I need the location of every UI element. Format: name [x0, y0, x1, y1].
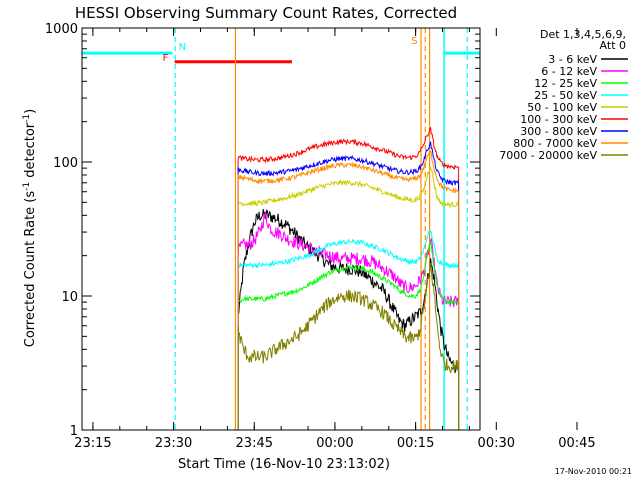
legend-label-5: 100 - 300 keV [520, 113, 597, 126]
y-tick-label-0: 1 [70, 424, 78, 439]
x-tick-label-2: 23:45 [236, 436, 273, 451]
y-tick-label-1: 10 [61, 290, 78, 305]
axis-layer: 23:15 23:30 23:45 00:00 00:15 00:30 00:45 1 10 10… [45, 22, 596, 451]
legend-label-1: 6 - 12 keV [541, 65, 597, 78]
series-line-6 [237, 141, 460, 430]
series-line-3 [237, 230, 460, 430]
y-axis-label-end: ) [23, 109, 38, 114]
legend-label-3: 25 - 50 keV [534, 89, 597, 102]
annotation-s: S [411, 36, 417, 47]
y-axis-label-sup2: -1 [22, 114, 32, 123]
x-tick-label-6: 00:45 [558, 436, 595, 451]
y-tick-label-3: 1000 [45, 22, 78, 37]
series-layer [237, 126, 460, 430]
legend-label-2: 12 - 25 keV [534, 77, 597, 90]
x-axis-label: Start Time (16-Nov-10 23:13:02) [178, 457, 390, 472]
y-tick-label-2: 100 [53, 156, 78, 171]
overlay-layer: NF S [82, 28, 480, 430]
legend-label-4: 50 - 100 keV [527, 101, 597, 114]
annotation-f: F [163, 53, 169, 64]
x-tick-label-4: 00:15 [397, 436, 434, 451]
series-line-2 [237, 241, 460, 430]
chart-title: HESSI Observing Summary Count Rates, Cor… [75, 4, 457, 22]
y-axis-label-main: Corrected Count Rate (s [23, 191, 38, 348]
legend-label-8: 7000 - 20000 keV [499, 149, 597, 162]
series-line-8 [237, 262, 460, 430]
annotation-n: N [179, 42, 186, 53]
y-axis-label-mid: detector [23, 122, 38, 182]
plot-frame [81, 27, 481, 431]
legend-label-6: 300 - 800 keV [520, 125, 597, 138]
legend-header-1: Att 0 [600, 39, 626, 52]
x-tick-label-1: 23:30 [155, 436, 192, 451]
footer-timestamp: 17-Nov-2010 00:21 [555, 467, 632, 476]
x-tick-label-3: 00:00 [316, 436, 353, 451]
series-line-4 [237, 165, 460, 430]
legend-header-0: Det 1,3,4,5,6,9, [540, 28, 626, 41]
x-tick-label-5: 00:30 [478, 436, 515, 451]
legend-label-0: 3 - 6 keV [548, 53, 597, 66]
y-axis-label-sup1: -1 [22, 182, 32, 191]
series-line-7 [237, 150, 460, 430]
series-line-5 [237, 126, 460, 430]
legend-label-7: 800 - 7000 keV [513, 137, 597, 150]
series-line-1 [237, 211, 460, 430]
x-tick-label-0: 23:15 [74, 436, 111, 451]
y-axis-label: Corrected Count Rate (s-1 detector-1) [22, 109, 38, 347]
